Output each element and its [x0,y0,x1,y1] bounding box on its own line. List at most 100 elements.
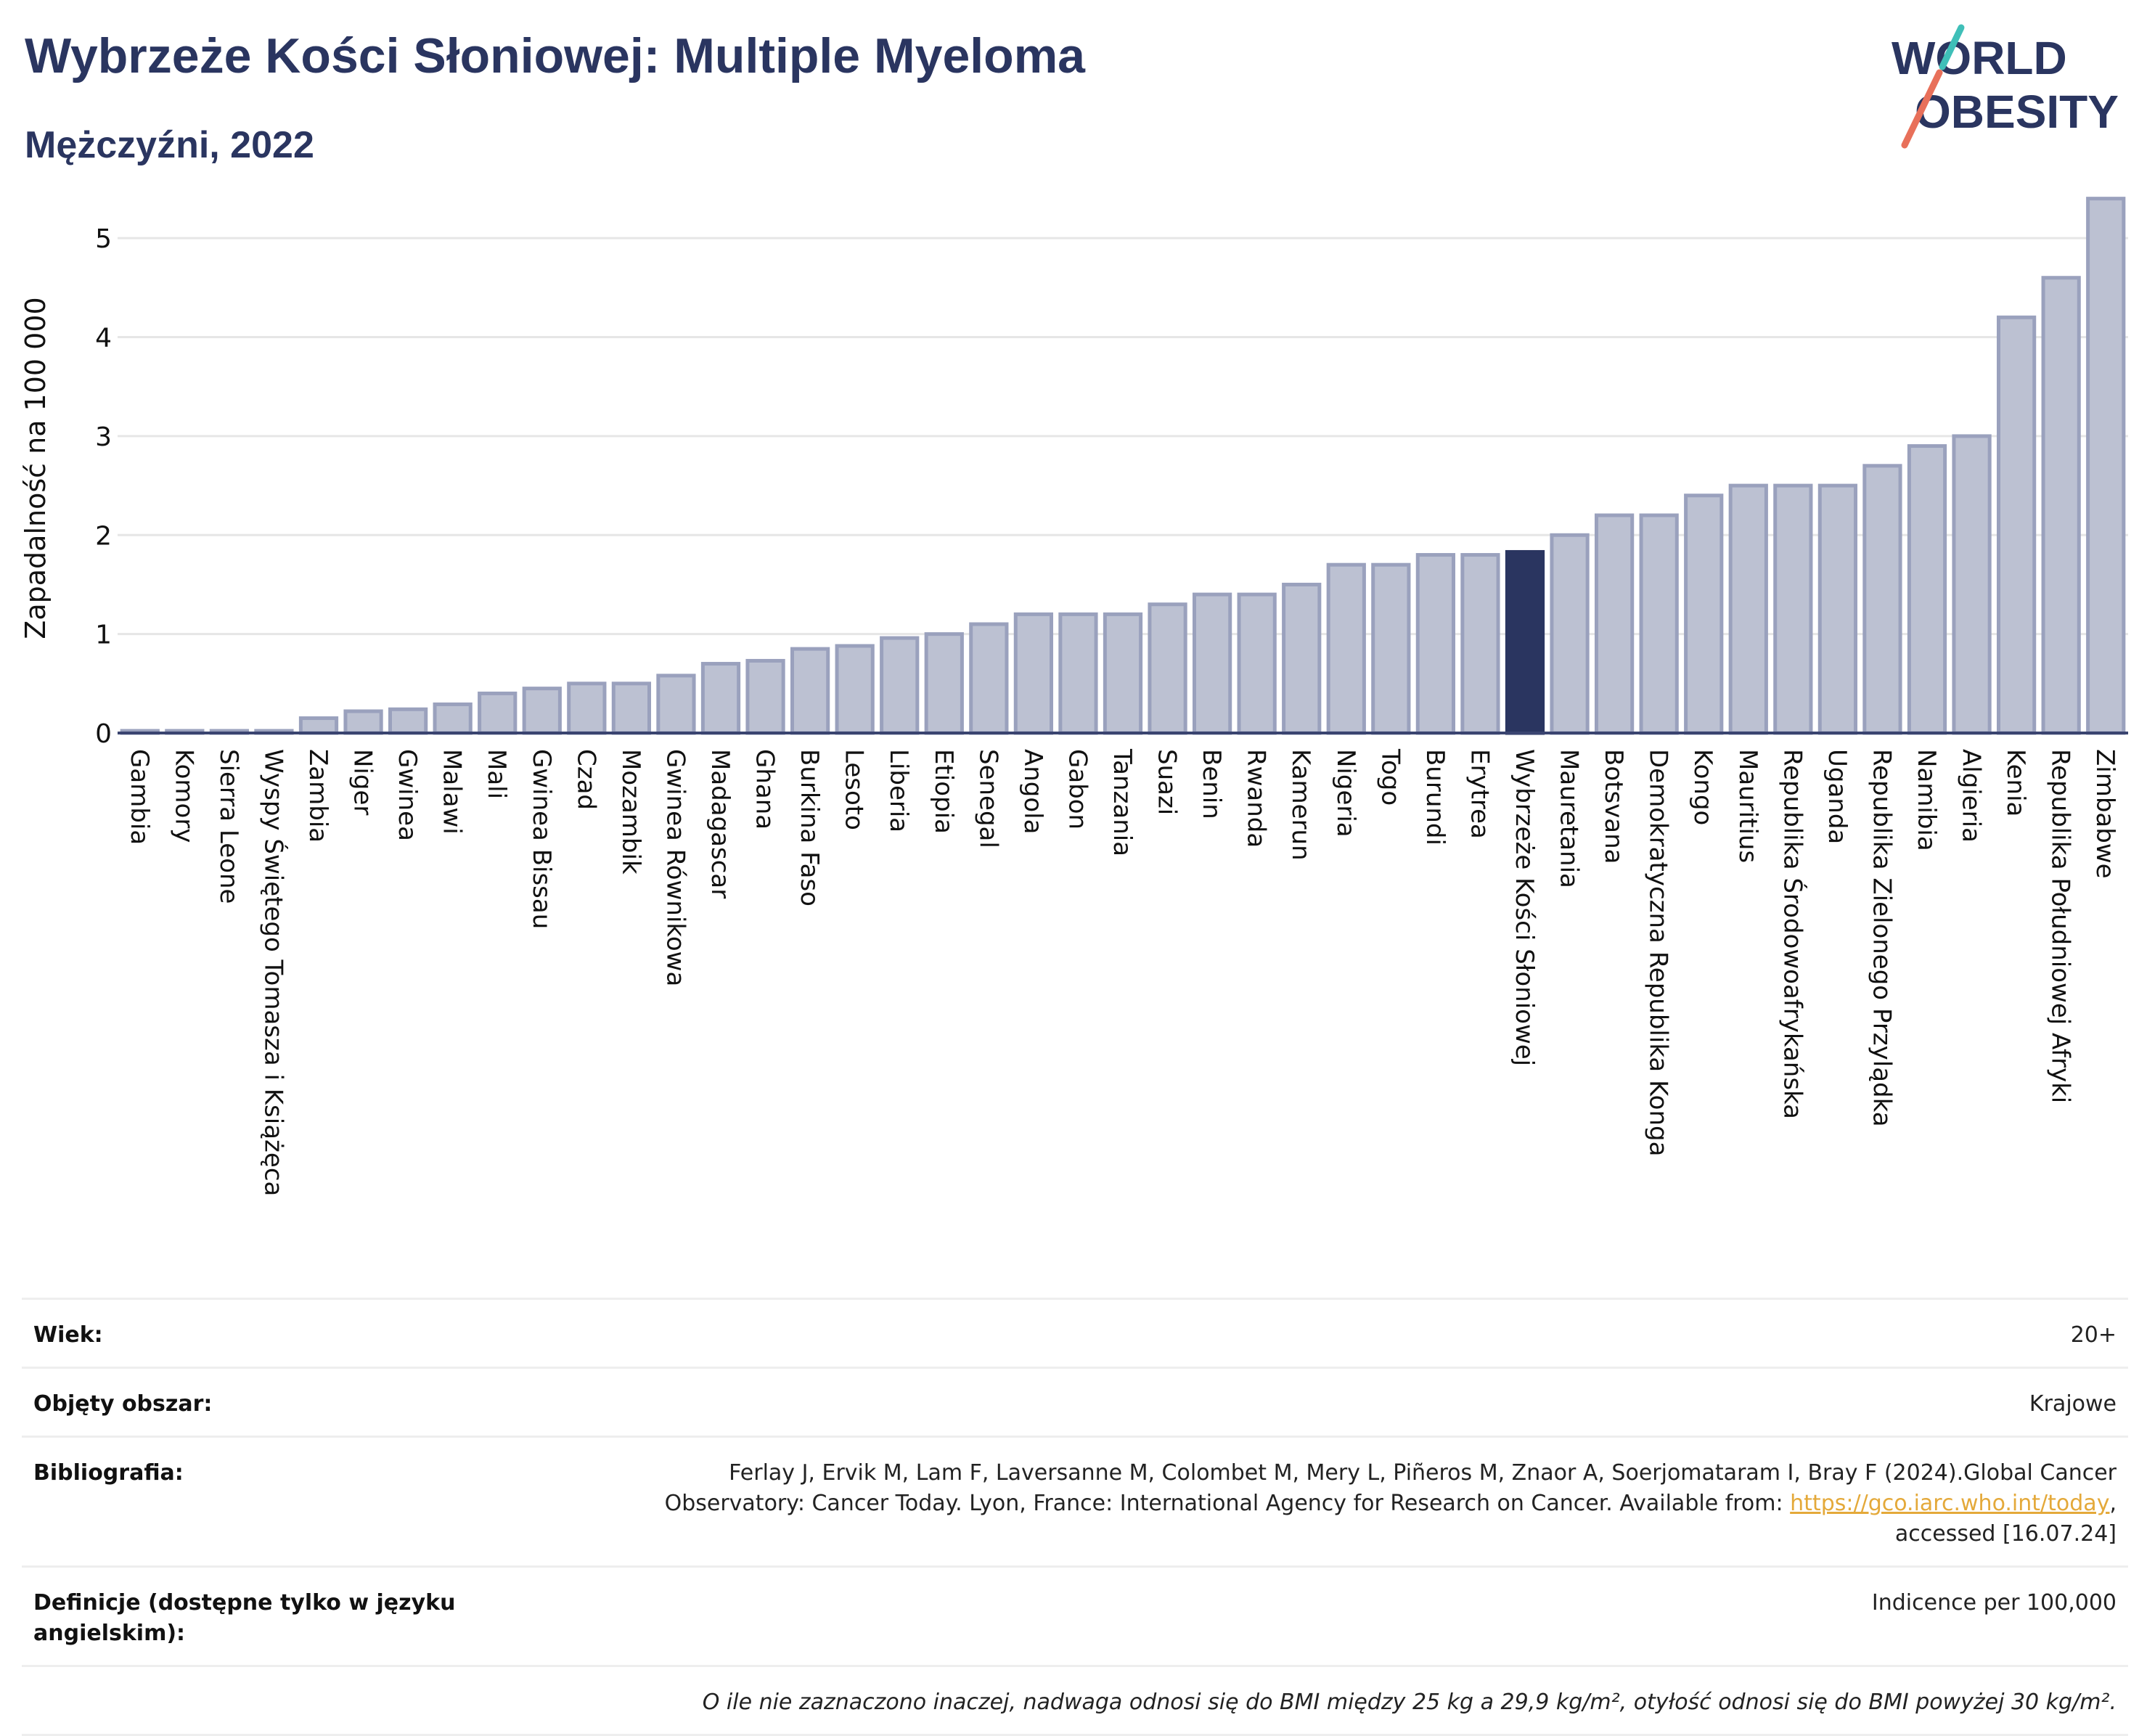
x-tick-label: Gabon [1063,749,1092,830]
x-tick-label: Benin [1197,749,1226,819]
bar [745,658,785,735]
bar [1148,602,1187,735]
info-row-coverage: Objęty obszar: Krajowe [22,1367,2128,1436]
bar [433,702,473,735]
bar [611,681,652,735]
coverage-value: Krajowe [2029,1391,2117,1417]
x-tick-label: Niger [348,749,377,815]
info-row-age: Wiek: 20+ [22,1298,2128,1367]
x-tick-label: Gwinea [393,749,422,841]
age-value: 20+ [2070,1322,2117,1348]
x-tick-label: Republika Środowoafrykańska [1778,749,1807,1119]
bar [1952,434,1992,735]
bar [1460,553,1500,735]
y-tick-label: 0 [95,719,112,749]
bar [522,687,562,735]
logo-line1: WORLD [1892,32,2067,84]
chart-subtitle: Mężczyźni, 2022 [25,124,314,166]
bibliography-label: Bibliografia: [33,1460,184,1486]
bar [790,647,830,735]
x-tick-label: Etiopia [929,749,958,834]
y-tick-label: 4 [95,324,112,353]
info-row-bibliography: Bibliografia: Ferlay J, Ervik M, Lam F, … [22,1436,2128,1565]
chart-title: Wybrzeże Kości Słoniowej: Multiple Myelo… [25,28,1086,83]
x-tick-label: Kongo [1688,749,1717,825]
y-tick-label: 1 [95,621,112,650]
info-row-definitions: Definicje (dostępne tylko w języku angie… [22,1565,2128,1665]
x-tick-label: Botsvana [1599,749,1628,864]
x-tick-label: Angola [1018,749,1047,834]
info-table: Wiek: 20+ Objęty obszar: Krajowe Bibliog… [22,1298,2128,1736]
bar [1326,562,1366,735]
x-tick-label: Republika Południowej Afryki [2046,749,2075,1103]
bar [1684,494,1724,735]
bar [1103,612,1143,735]
x-tick-label: Zambia [303,749,332,843]
x-tick-label: Tanzania [1108,748,1137,856]
logo-slash-red [1901,69,1943,149]
y-axis-label: Zapadalność na 100 000 [20,297,52,639]
x-tick-label: Togo [1375,748,1404,806]
bibliography-line2: Observatory: Cancer Today. Lyon, France:… [664,1491,1783,1516]
bar [700,662,741,735]
x-tick-label: Republika Zielonego Przylądka [1867,749,1896,1127]
bar [1728,483,1768,735]
x-tick-label: Rwanda [1242,749,1271,848]
x-tick-label: Czad [571,749,600,810]
bar [1594,513,1635,735]
logo-slash-teal [1939,24,1965,70]
logo-line2: OBESITY [1915,86,2119,138]
x-tick-label: Liberia [884,749,913,832]
bar [656,673,696,735]
bar [1996,315,2037,735]
world-obesity-logo: WORLD OBESITY [1892,24,2119,149]
bar [1907,444,1947,735]
bmi-note: O ile nie zaznaczono inaczej, nadwaga od… [702,1690,2117,1715]
x-tick-label: Namibia [1912,749,1941,851]
bar [567,681,607,735]
bar [1639,513,1679,735]
x-tick-label: Burundi [1420,749,1449,846]
bar [969,622,1009,735]
coverage-label: Objęty obszar: [33,1391,213,1417]
x-tick-label: Madagascar [706,749,735,898]
x-tick-label: Mozambik [616,749,645,875]
x-tick-label: Nigeria [1331,749,1360,838]
y-tick-label: 5 [95,224,112,254]
bar [1237,592,1277,735]
y-axis-ticks: 0 1 2 3 4 5 [95,224,112,749]
x-tick-label: Gwinea Bissau [527,749,556,929]
bar [1282,582,1322,735]
bar [1058,612,1098,735]
x-tick-label: Komory [169,749,198,843]
bibliography-link[interactable]: https://gco.iarc.who.int/today [1790,1491,2110,1516]
bibliography-line1: Ferlay J, Ervik M, Lam F, Laversanne M, … [729,1460,2117,1486]
bar [1862,464,1902,735]
bibliography-value: Ferlay J, Ervik M, Lam F, Laversanne M, … [664,1460,2117,1547]
bar [1817,483,1858,735]
bar [880,636,920,735]
bibliography-line3: accessed [16.07.24] [1894,1521,2117,1547]
bar [1013,612,1054,735]
bar [1550,533,1590,735]
x-tick-label: Demokratyczna Republika Konga [1644,749,1673,1156]
bar [2086,197,2126,735]
bar [1415,553,1456,735]
x-tick-label: Malawi [438,749,467,835]
bar-highlight [1505,549,1545,735]
bar [388,707,428,735]
y-tick-label: 3 [95,422,112,452]
bar [835,644,875,735]
x-tick-label: Gwinea Równikowa [661,749,690,986]
definitions-label: Definicje (dostępne tylko w języku angie… [33,1590,456,1646]
bar [298,716,339,735]
bar [478,691,518,735]
x-tick-label: Mauretania [1555,749,1584,888]
bar [1773,483,1813,735]
x-tick-label: Senegal [973,749,1002,848]
bar-chart: 0 1 2 3 4 5 Zapadalność na 100 000 Gambia Komo… [20,197,2128,1196]
x-tick-label: Erytrea [1465,749,1494,839]
x-tick-label: Ghana [751,749,780,830]
x-tick-label: Algieria [1957,749,1986,843]
bar [2041,276,2081,735]
